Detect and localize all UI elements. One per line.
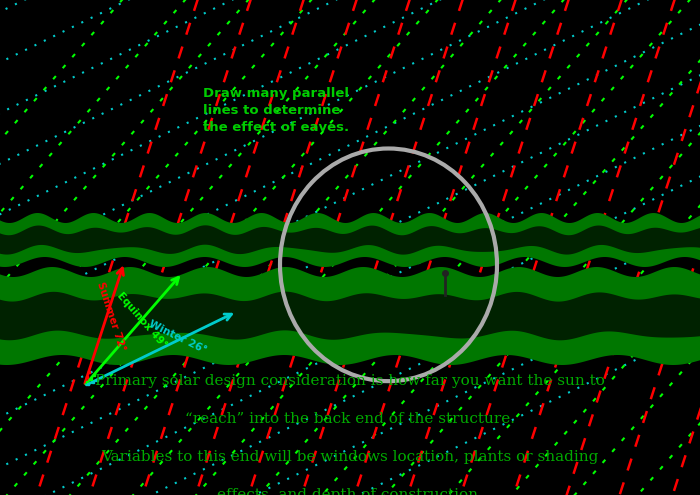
Text: Summer 72°: Summer 72° [95,281,127,352]
Text: Primary solar design consideration is how far you want the sun to: Primary solar design consideration is ho… [95,374,605,388]
Polygon shape [0,267,700,365]
Text: Draw many parallel
lines to determine
the effect of eaves.: Draw many parallel lines to determine th… [203,87,349,134]
Text: Variables to this end will be windows location, plants or shading: Variables to this end will be windows lo… [102,450,598,464]
Polygon shape [0,213,700,267]
Polygon shape [0,225,700,254]
Text: “reach” into the back end of the structure.: “reach” into the back end of the structu… [185,412,515,426]
Text: Winter 26°: Winter 26° [148,319,209,355]
Text: Equinox 49°: Equinox 49° [115,291,169,350]
Text: effects, and depth of construction.: effects, and depth of construction. [217,488,483,495]
Polygon shape [0,292,700,340]
